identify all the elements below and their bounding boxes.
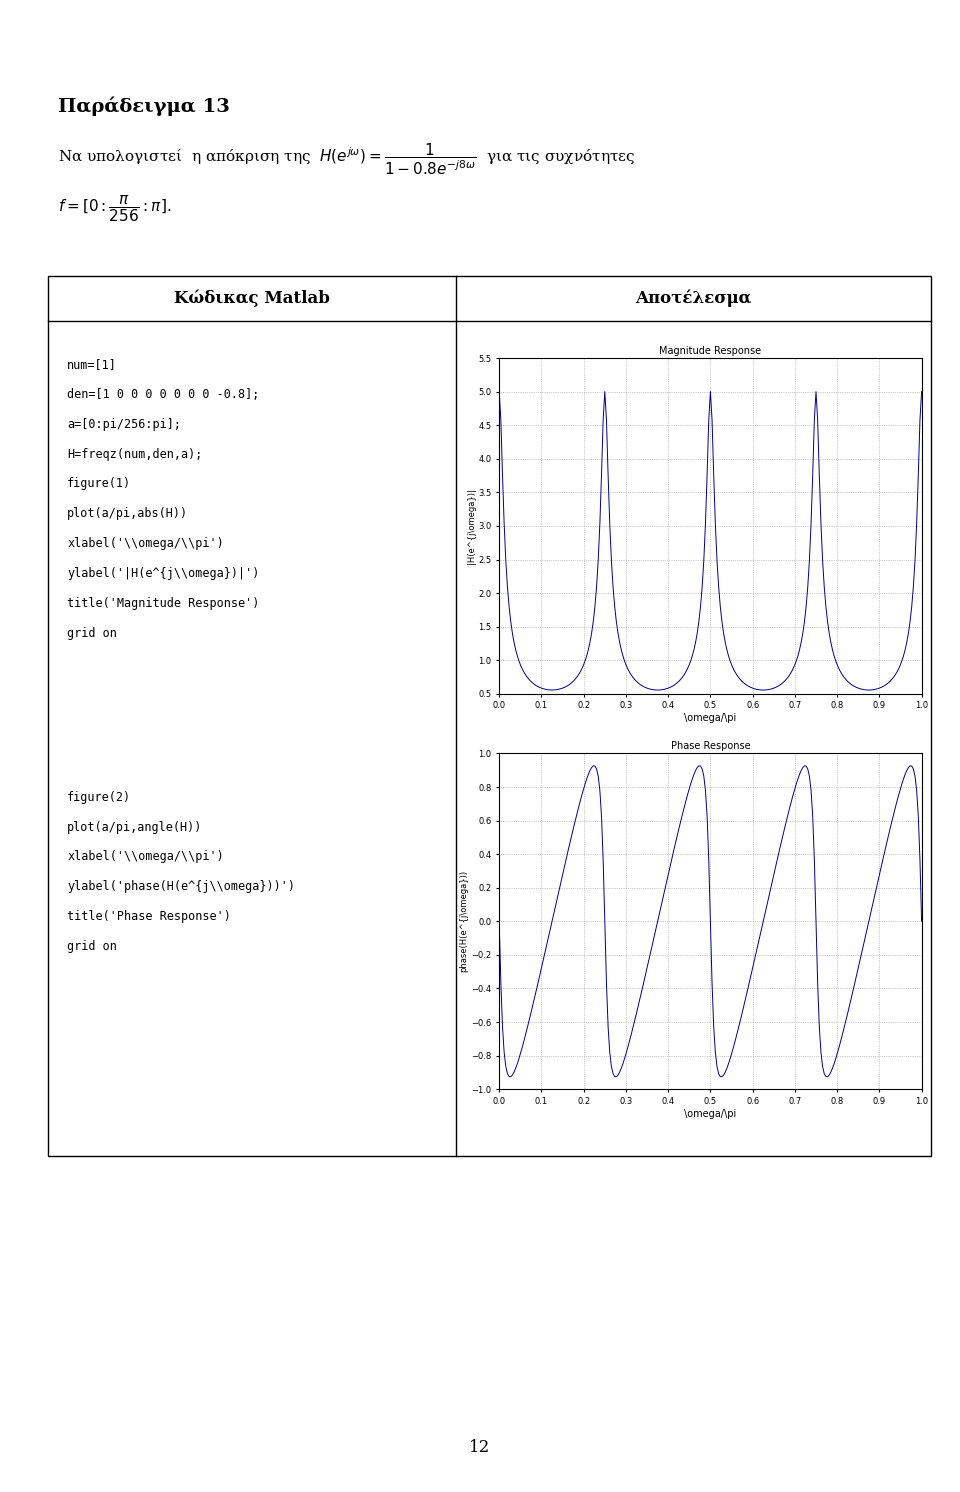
X-axis label: \omega/\pi: \omega/\pi (684, 713, 736, 724)
Title: Magnitude Response: Magnitude Response (660, 346, 761, 357)
X-axis label: \omega/\pi: \omega/\pi (684, 1109, 736, 1119)
Y-axis label: phase(H(e^{j\omega})): phase(H(e^{j\omega})) (460, 870, 468, 973)
Text: Κώδικας Matlab: Κώδικας Matlab (174, 289, 330, 307)
Text: plot(a/pi,angle(H)): plot(a/pi,angle(H)) (67, 821, 203, 834)
Text: grid on: grid on (67, 940, 117, 953)
Text: 12: 12 (469, 1438, 491, 1456)
Text: figure(1): figure(1) (67, 477, 132, 491)
Text: H=freqz(num,den,a);: H=freqz(num,den,a); (67, 448, 203, 461)
Text: num=[1]: num=[1] (67, 358, 117, 372)
Y-axis label: |H(e^{j\omega})|: |H(e^{j\omega})| (467, 488, 475, 564)
Text: $f = [0 : \dfrac{\pi}{256} : \pi].$: $f = [0 : \dfrac{\pi}{256} : \pi].$ (58, 194, 171, 224)
Text: Παράδειγμα 13: Παράδειγμα 13 (58, 97, 229, 116)
Title: Phase Response: Phase Response (671, 742, 750, 752)
Text: Αποτέλεσμα: Αποτέλεσμα (636, 289, 752, 307)
Text: den=[1 0 0 0 0 0 0 0 -0.8];: den=[1 0 0 0 0 0 0 0 -0.8]; (67, 388, 259, 401)
Text: xlabel('\\omega/\\pi'): xlabel('\\omega/\\pi') (67, 537, 224, 551)
Text: ylabel('phase(H(e^{j\\omega}))'): ylabel('phase(H(e^{j\\omega}))') (67, 880, 296, 894)
Text: plot(a/pi,abs(H)): plot(a/pi,abs(H)) (67, 507, 188, 521)
Text: xlabel('\\omega/\\pi'): xlabel('\\omega/\\pi') (67, 850, 224, 864)
Text: title('Magnitude Response'): title('Magnitude Response') (67, 597, 259, 610)
Text: a=[0:pi/256:pi];: a=[0:pi/256:pi]; (67, 418, 181, 431)
Text: ylabel('|H(e^{j\\omega})|'): ylabel('|H(e^{j\\omega})|') (67, 567, 259, 580)
Text: figure(2): figure(2) (67, 791, 132, 804)
Text: grid on: grid on (67, 627, 117, 640)
Text: title('Phase Response'): title('Phase Response') (67, 910, 231, 924)
Text: Να υπολογιστεί  η απόκριση της  $H(e^{j\omega}) = \dfrac{1}{1-0.8e^{-j8\omega}}$: Να υπολογιστεί η απόκριση της $H(e^{j\om… (58, 142, 635, 178)
